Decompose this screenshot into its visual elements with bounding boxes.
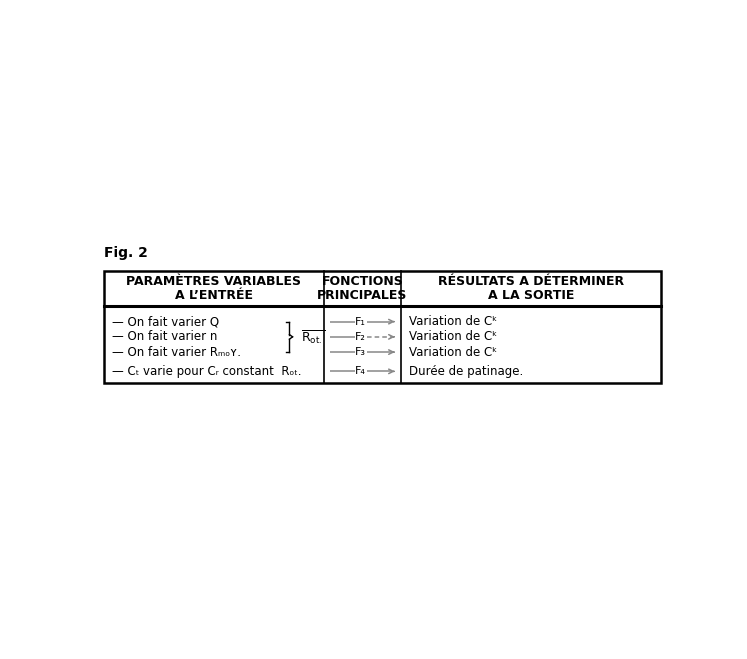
Text: F₄: F₄ bbox=[356, 366, 366, 376]
Text: Variation de Cᵏ: Variation de Cᵏ bbox=[409, 330, 497, 343]
Text: — Cₜ varie pour Cᵣ constant  Rₒₜ.: — Cₜ varie pour Cᵣ constant Rₒₜ. bbox=[112, 365, 302, 378]
Text: PRINCIPALES: PRINCIPALES bbox=[317, 289, 407, 302]
Text: PARAMÈTRES VARIABLES: PARAMÈTRES VARIABLES bbox=[126, 275, 301, 288]
Text: Variation de Cᵏ: Variation de Cᵏ bbox=[409, 345, 497, 358]
Bar bbox=[105, 271, 661, 382]
Text: A L’ENTRÉE: A L’ENTRÉE bbox=[175, 289, 253, 302]
Text: Variation de Cᵏ: Variation de Cᵏ bbox=[409, 315, 497, 328]
Text: F₃: F₃ bbox=[356, 347, 366, 357]
Text: F₂: F₂ bbox=[356, 332, 366, 342]
Text: Durée de patinage.: Durée de patinage. bbox=[409, 365, 523, 378]
Text: Fig. 2: Fig. 2 bbox=[105, 246, 148, 260]
Text: A LA SORTIE: A LA SORTIE bbox=[488, 289, 574, 302]
Text: — On fait varier Rₘₒʏ.: — On fait varier Rₘₒʏ. bbox=[112, 345, 241, 358]
Text: $\overline{\mathrm{R_{ot.}}}$: $\overline{\mathrm{R_{ot.}}}$ bbox=[301, 328, 326, 345]
Text: F₁: F₁ bbox=[356, 316, 366, 327]
Text: — On fait varier n: — On fait varier n bbox=[112, 330, 217, 343]
Text: FONCTIONS: FONCTIONS bbox=[321, 275, 403, 288]
Text: — On fait varier Q: — On fait varier Q bbox=[112, 315, 219, 328]
Text: RÉSULTATS A DÉTERMINER: RÉSULTATS A DÉTERMINER bbox=[438, 275, 624, 288]
